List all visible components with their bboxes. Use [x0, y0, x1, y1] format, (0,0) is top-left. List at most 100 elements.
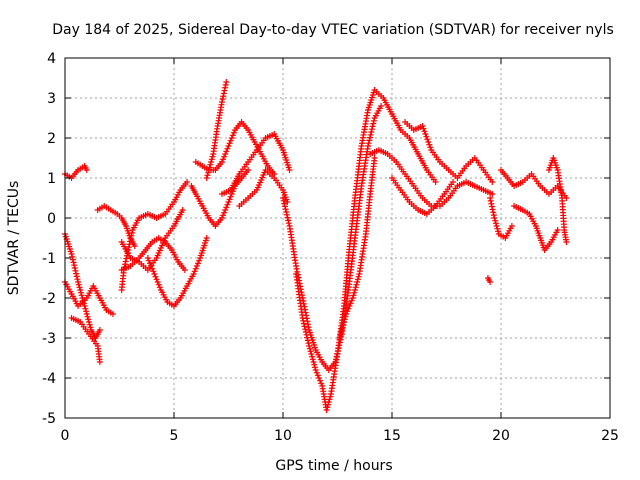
y-tick-label: 3: [47, 91, 56, 107]
data-point: [336, 335, 343, 341]
data-point: [128, 232, 135, 239]
data-point: [303, 331, 310, 338]
data-point: [122, 261, 129, 268]
data-point: [220, 212, 227, 219]
series-sat-a: [62, 163, 90, 181]
data-point: [487, 195, 494, 201]
data-point: [73, 270, 80, 277]
x-tick-label: 15: [383, 428, 401, 444]
data-point: [355, 273, 362, 280]
data-point: [220, 90, 227, 97]
data-point: [226, 196, 233, 203]
data-point: [209, 153, 216, 160]
data-point: [508, 223, 515, 229]
data-point: [74, 276, 81, 283]
data-point: [490, 212, 497, 219]
data-point: [193, 263, 200, 269]
data-point: [280, 195, 286, 201]
data-point: [309, 353, 316, 360]
data-point: [245, 167, 252, 173]
data-point: [224, 201, 231, 208]
data-point: [96, 359, 103, 365]
y-tick-label: 4: [47, 51, 56, 67]
data-point: [222, 151, 229, 157]
data-point: [151, 271, 158, 277]
data-point: [190, 271, 197, 277]
y-tick-label: -5: [42, 411, 56, 427]
data-point: [85, 316, 92, 323]
data-point: [228, 191, 235, 197]
x-tick-label: 0: [61, 428, 70, 444]
data-point: [367, 131, 374, 138]
data-point: [339, 324, 346, 331]
data-point: [488, 203, 495, 210]
data-point: [109, 311, 116, 317]
data-point: [68, 251, 75, 257]
data-point: [83, 311, 90, 317]
data-point: [490, 209, 497, 216]
data-point: [191, 268, 198, 275]
data-point: [338, 329, 345, 336]
data-point: [203, 175, 210, 181]
data-point: [154, 279, 161, 285]
data-point: [196, 257, 203, 264]
data-point: [340, 321, 347, 328]
data-point: [155, 281, 162, 288]
data-point: [327, 393, 334, 400]
data-point: [344, 308, 351, 315]
data-point: [304, 334, 311, 341]
data-point: [420, 125, 427, 132]
data-point: [77, 287, 84, 293]
data-point: [223, 204, 230, 211]
data-point: [346, 303, 353, 309]
data-point: [83, 308, 90, 315]
data-point: [487, 197, 494, 204]
data-point: [425, 139, 432, 145]
data-point: [323, 407, 330, 413]
series-sat-n: [236, 167, 291, 209]
data-point: [341, 319, 348, 325]
data-point: [283, 209, 290, 215]
data-point: [492, 220, 499, 227]
data-point: [128, 229, 135, 236]
data-point: [313, 369, 320, 376]
data-point: [285, 217, 292, 224]
data-point: [221, 87, 228, 94]
series-sat-w: [498, 167, 570, 201]
data-point: [312, 367, 319, 373]
data-point: [204, 172, 211, 179]
data-point: [284, 199, 291, 205]
data-point: [299, 315, 306, 321]
data-point: [309, 356, 316, 363]
data-point: [350, 292, 357, 299]
data-point: [325, 399, 332, 405]
data-point: [368, 126, 375, 133]
data-point: [227, 193, 234, 200]
data-point: [419, 123, 426, 129]
y-tick-label: -2: [42, 291, 56, 307]
series-sat-p: [293, 87, 439, 413]
data-point: [493, 223, 500, 229]
data-point: [203, 235, 210, 241]
data-point: [77, 289, 84, 296]
data-point: [69, 256, 76, 263]
data-point: [221, 209, 228, 216]
data-point: [341, 316, 348, 323]
x-axis-label: GPS time / hours: [275, 458, 392, 474]
series-sat-e: [94, 203, 138, 249]
data-point: [365, 140, 372, 147]
data-point: [351, 289, 358, 296]
data-point: [366, 137, 373, 144]
data-point: [450, 179, 457, 185]
data-point: [281, 203, 288, 210]
data-point: [488, 200, 495, 207]
data-point: [487, 279, 494, 285]
data-point: [226, 140, 233, 147]
data-point: [353, 281, 360, 288]
data-point: [152, 273, 159, 280]
data-point: [75, 279, 82, 285]
data-point: [181, 267, 188, 273]
plot-frame: [64, 57, 611, 419]
data-point: [222, 84, 229, 91]
